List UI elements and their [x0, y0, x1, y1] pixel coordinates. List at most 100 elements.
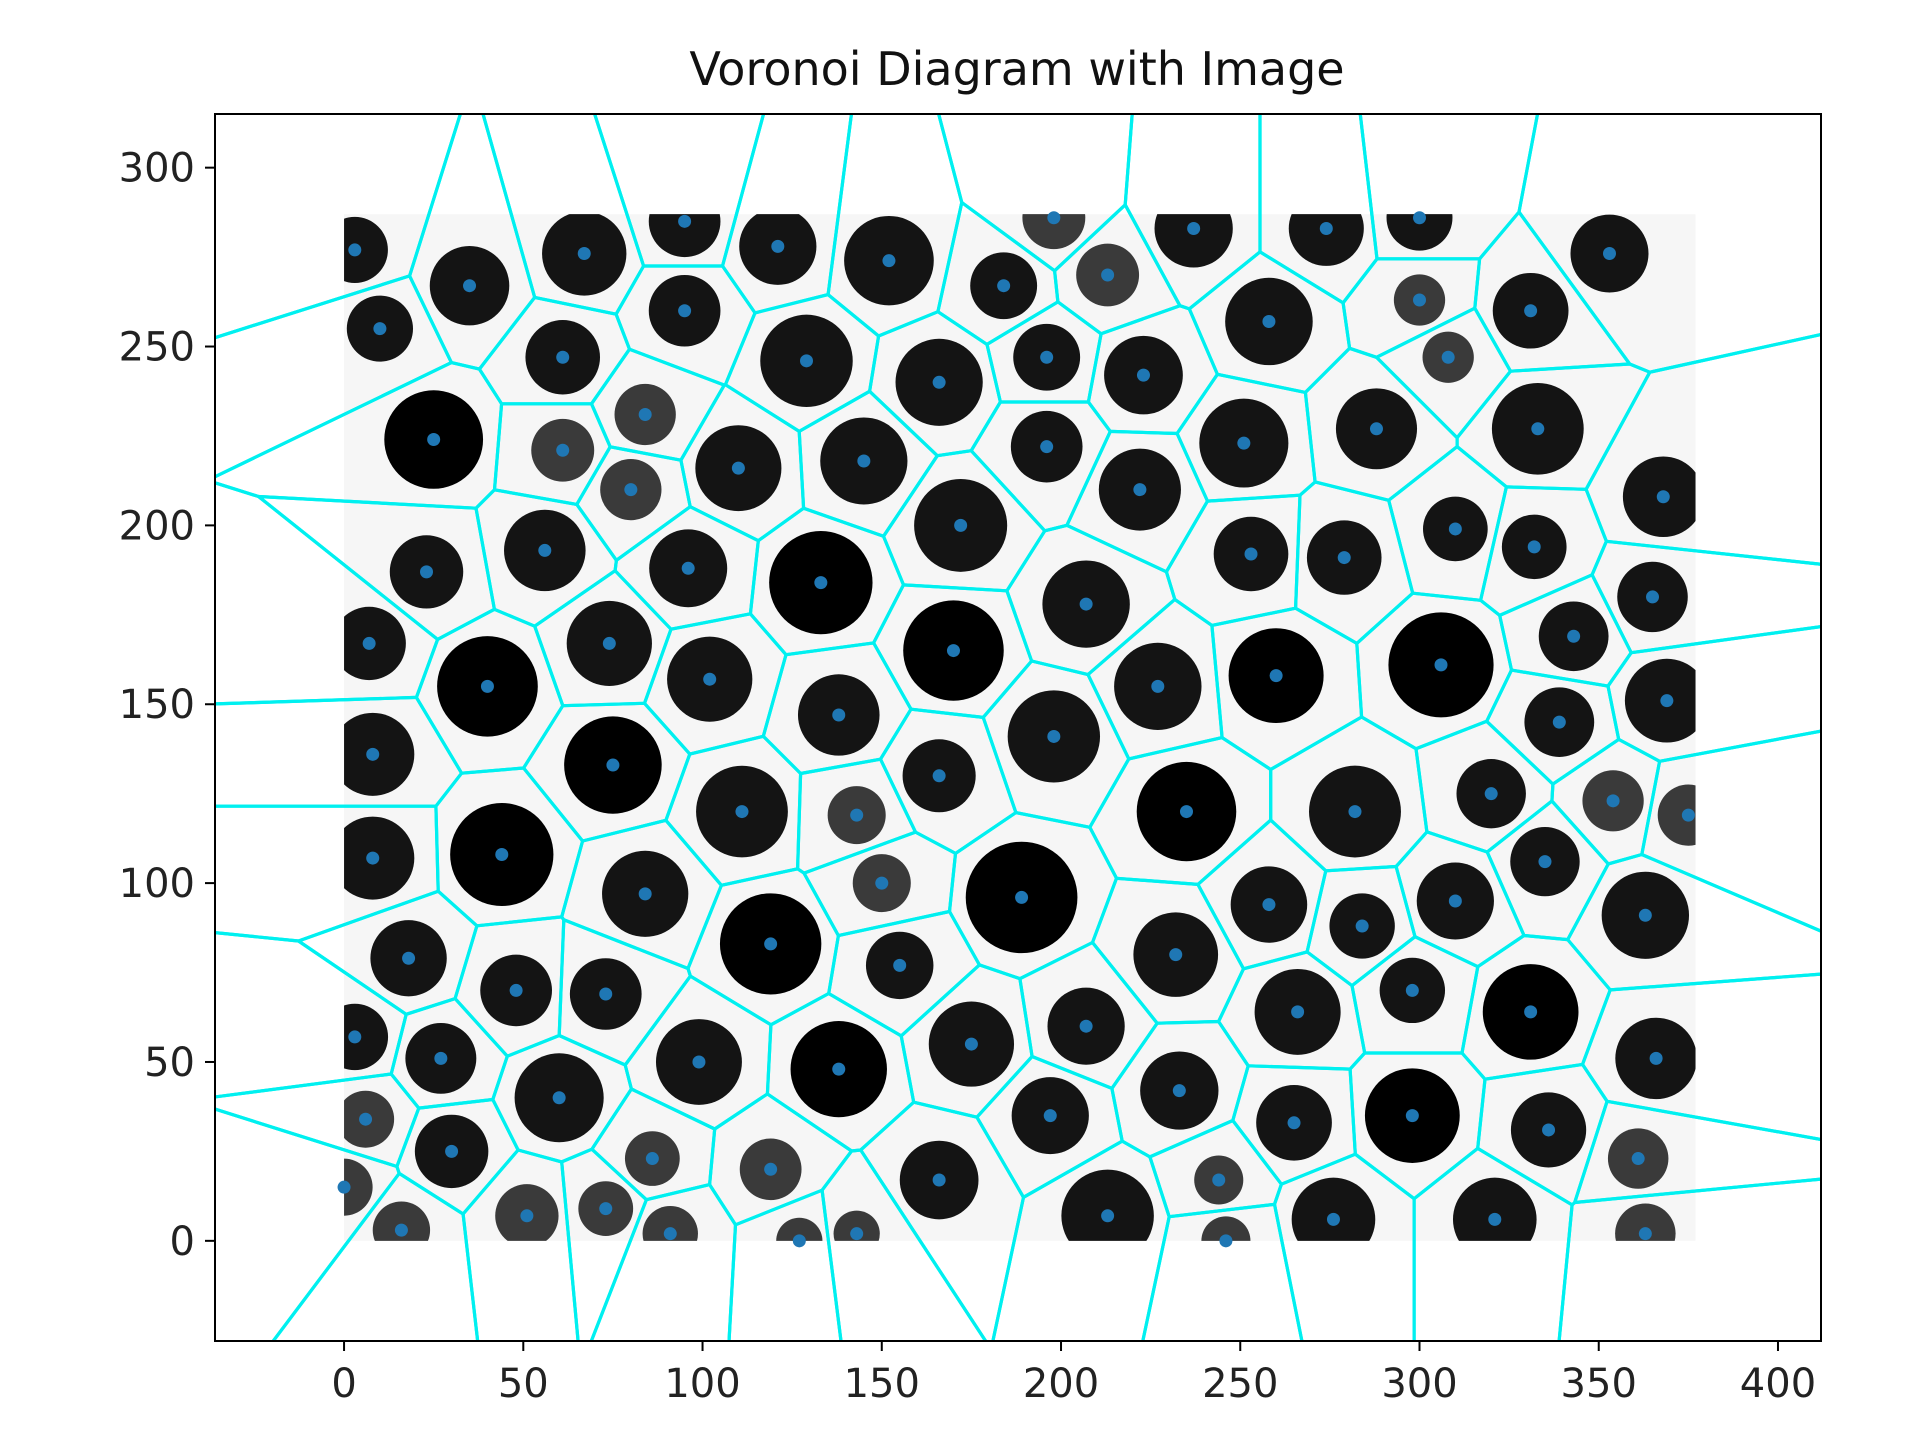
x-tick-label: 150 — [844, 1361, 920, 1407]
cell-image — [344, 214, 1696, 1241]
voronoi-site-point — [1133, 483, 1147, 497]
voronoi-site-point — [731, 461, 745, 475]
voronoi-site-point — [1531, 422, 1545, 436]
voronoi-cell-edge — [937, 114, 1134, 273]
y-tick-label: 100 — [119, 861, 195, 907]
cell-blob — [1452, 1177, 1537, 1241]
voronoi-site-point — [1656, 490, 1670, 504]
cell-blob — [833, 1210, 880, 1241]
voronoi-site-point — [1405, 983, 1419, 997]
cell-blob — [776, 1217, 823, 1241]
voronoi-site-point — [1287, 1116, 1301, 1130]
voronoi-site-point — [1319, 221, 1333, 235]
voronoi-site-point — [1237, 436, 1251, 450]
voronoi-site-point — [1151, 679, 1165, 693]
voronoi-site-point — [1488, 1212, 1502, 1226]
voronoi-site-point — [606, 758, 620, 772]
voronoi-site-point — [366, 851, 380, 865]
voronoi-site-point — [434, 1051, 448, 1065]
voronoi-cell-edge — [215, 931, 408, 1099]
voronoi-site-point — [402, 951, 416, 965]
voronoi-site-point — [764, 1162, 778, 1176]
voronoi-site-point — [792, 1234, 806, 1248]
x-axis: 0 50 100 150 200 250 300 350 400 — [331, 1341, 1816, 1407]
voronoi-site-point — [1040, 350, 1054, 364]
voronoi-site-point — [1244, 547, 1258, 561]
voronoi-site-point — [1413, 211, 1426, 225]
voronoi-site-point — [1047, 211, 1061, 225]
voronoi-site-point — [556, 443, 570, 457]
cell-blob — [1201, 1216, 1251, 1241]
voronoi-site-point — [735, 805, 749, 819]
voronoi-site-point — [362, 636, 376, 650]
y-tick-label: 50 — [144, 1040, 195, 1086]
voronoi-site-point — [556, 350, 570, 364]
cell-blob — [1291, 1177, 1376, 1241]
voronoi-site-point — [703, 672, 717, 686]
voronoi-site-point — [427, 433, 441, 447]
voronoi-site-point — [1538, 855, 1552, 869]
y-tick-label: 200 — [119, 503, 195, 549]
voronoi-site-point — [946, 644, 960, 658]
voronoi-site-point — [932, 375, 946, 389]
voronoi-site-point — [1047, 729, 1061, 743]
voronoi-site-point — [1172, 1084, 1186, 1098]
voronoi-site-point — [463, 279, 477, 293]
voronoi-site-point — [1136, 368, 1150, 382]
voronoi-cell-edge — [1498, 573, 1633, 688]
voronoi-site-point — [893, 958, 907, 972]
x-tick-label: 400 — [1740, 1361, 1816, 1407]
voronoi-site-point — [1552, 715, 1566, 729]
cell-blob — [344, 1158, 373, 1216]
voronoi-site-point — [480, 679, 494, 693]
voronoi-site-point — [997, 279, 1011, 293]
voronoi-site-point — [348, 1030, 362, 1044]
x-tick-label: 0 — [331, 1361, 356, 1407]
voronoi-site-point — [1448, 894, 1462, 908]
x-tick-label: 100 — [664, 1361, 740, 1407]
voronoi-site-point — [882, 254, 896, 268]
cell-blob — [372, 1201, 431, 1241]
voronoi-site-point — [577, 247, 591, 261]
voronoi-site-point — [1606, 794, 1620, 808]
voronoi-site-point — [1567, 629, 1581, 643]
voronoi-site-point — [624, 483, 638, 497]
voronoi-site-point — [832, 708, 846, 722]
voronoi-site-point — [1015, 890, 1029, 904]
voronoi-site-point — [1219, 1234, 1233, 1248]
voronoi-site-point — [1079, 1019, 1093, 1033]
voronoi-site-point — [1369, 422, 1383, 436]
voronoi-site-point — [1542, 1123, 1556, 1137]
voronoi-site-point — [875, 876, 889, 890]
cell-blob — [1154, 214, 1233, 268]
voronoi-site-point — [1441, 350, 1455, 364]
voronoi-cell-edge — [215, 1107, 401, 1341]
voronoi-site-point — [678, 214, 692, 228]
voronoi-site-point — [857, 454, 871, 468]
voronoi-site-point — [1043, 1109, 1057, 1123]
voronoi-site-point — [850, 1227, 864, 1241]
voronoi-site-point — [602, 636, 616, 650]
voronoi-site-point — [1179, 805, 1193, 819]
y-axis: 0 50 100 150 200 250 300 — [119, 146, 215, 1265]
plot-frame — [214, 113, 1822, 1342]
voronoi-site-point — [1527, 540, 1541, 554]
cell-blob — [1288, 214, 1364, 266]
voronoi-site-point — [638, 407, 652, 421]
voronoi-site-point — [932, 1173, 946, 1187]
voronoi-sites — [337, 211, 1695, 1248]
voronoi-site-point — [520, 1209, 534, 1223]
voronoi-site-point — [599, 987, 613, 1001]
voronoi-site-point — [599, 1202, 613, 1216]
voronoi-site-point — [366, 747, 380, 761]
voronoi-site-point — [1602, 247, 1616, 261]
voronoi-site-point — [764, 937, 778, 951]
voronoi-site-point — [1638, 1227, 1652, 1241]
voronoi-site-point — [1405, 1109, 1419, 1123]
voronoi-cell-edge — [589, 1183, 738, 1341]
voronoi-site-point — [1337, 551, 1351, 565]
voronoi-site-point — [663, 1227, 677, 1241]
